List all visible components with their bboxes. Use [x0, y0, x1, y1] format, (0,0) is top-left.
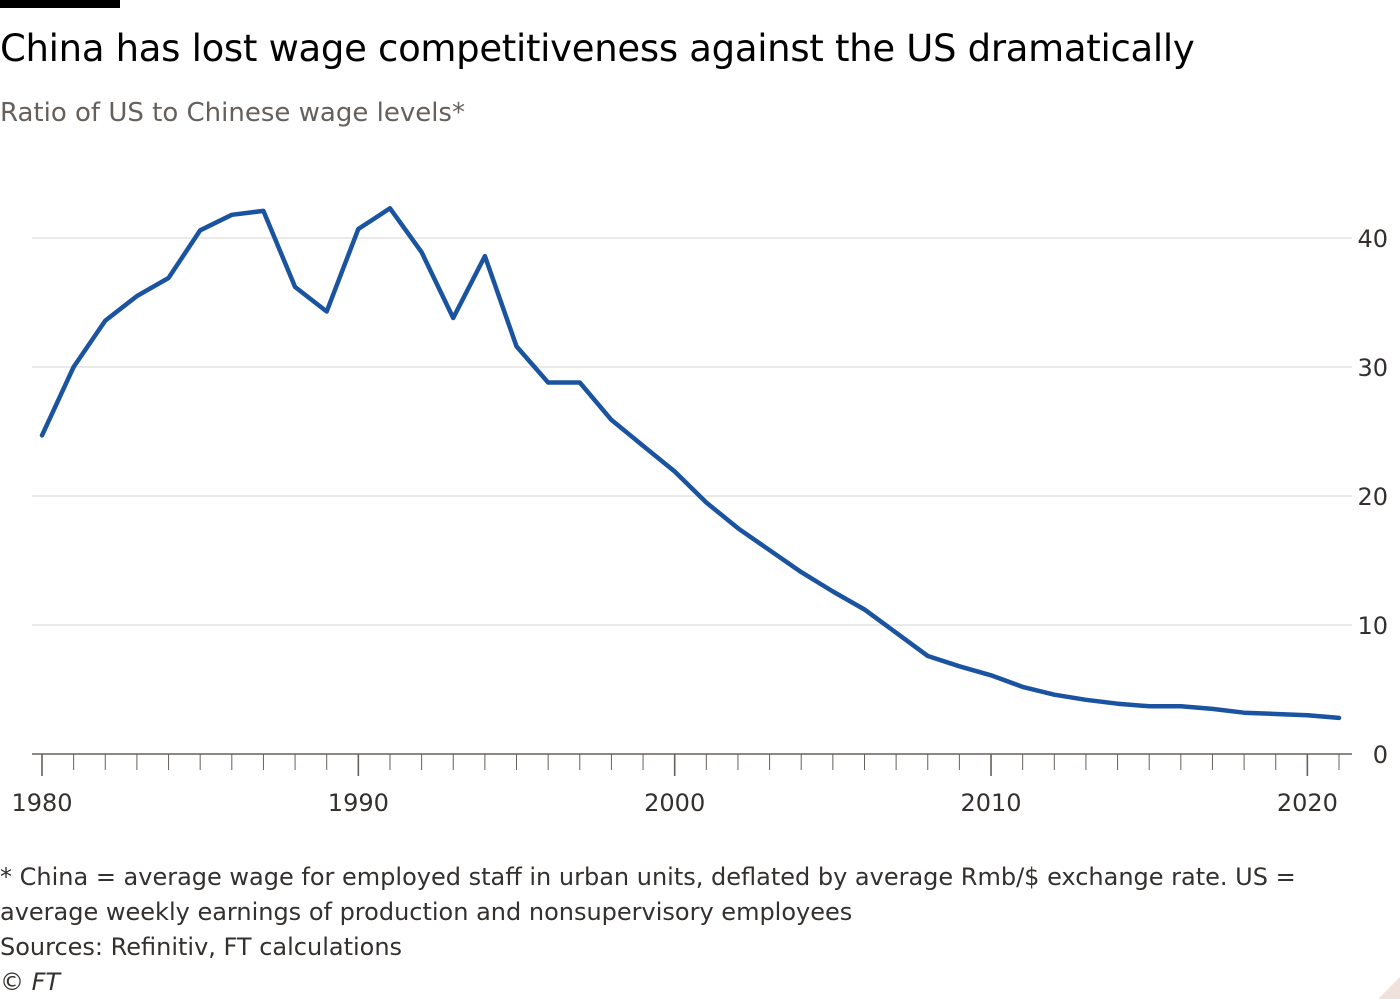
x-axis: [32, 753, 1352, 776]
data-point: [356, 227, 360, 231]
footnote-line-2: average weekly earnings of production an…: [0, 898, 853, 926]
data-point: [1242, 711, 1246, 715]
y-axis: 0 10 20 30 40: [1357, 225, 1388, 769]
x-tick-label: 1980: [11, 789, 72, 817]
copyright: © FT: [0, 968, 61, 996]
data-point: [261, 209, 265, 213]
data-point: [894, 631, 898, 635]
data-point: [1084, 698, 1088, 702]
line-chart: 0 10 20 30 40 1980 1990 2000 2010 2020: [11, 206, 1388, 817]
gridlines: [32, 237, 1352, 626]
data-point: [546, 380, 550, 384]
data-point: [736, 526, 740, 530]
x-tick-label: 2010: [960, 789, 1021, 817]
data-point: [230, 213, 234, 217]
data-point: [672, 469, 676, 473]
data-point: [831, 589, 835, 593]
data-point: [293, 285, 297, 289]
series-line-0: [39, 206, 1342, 721]
data-point: [1147, 704, 1151, 708]
data-point: [388, 206, 392, 210]
data-point: [989, 673, 993, 677]
data-point: [198, 228, 202, 232]
data-point: [578, 380, 582, 384]
data-point: [166, 276, 170, 280]
data-point: [40, 433, 44, 437]
footnote: * China = average wage for employed staf…: [0, 860, 1380, 965]
data-point: [1115, 701, 1119, 705]
data-point: [704, 500, 708, 504]
data-point: [103, 318, 107, 322]
data-point: [1305, 713, 1309, 717]
y-tick-label: 30: [1357, 354, 1388, 382]
data-point: [1052, 692, 1056, 696]
footnote-line-1: * China = average wage for employed staf…: [0, 863, 1296, 891]
x-tick-label: 1990: [328, 789, 389, 817]
data-point: [1274, 712, 1278, 716]
data-point: [862, 607, 866, 611]
data-point: [483, 254, 487, 258]
data-point: [641, 443, 645, 447]
x-tick-label: 2000: [644, 789, 705, 817]
data-point: [1179, 704, 1183, 708]
x-tick-labels: 1980 1990 2000 2010 2020: [11, 789, 1337, 817]
sources-line: Sources: Refinitiv, FT calculations: [0, 933, 403, 961]
data-point: [71, 365, 75, 369]
data-point: [957, 664, 961, 668]
y-tick-label: 0: [1373, 741, 1388, 769]
data-point: [419, 250, 423, 254]
chart-subtitle: Ratio of US to Chinese wage levels*: [0, 98, 465, 128]
data-point: [926, 654, 930, 658]
data-point: [609, 418, 613, 422]
data-point: [1020, 685, 1024, 689]
data-point: [514, 344, 518, 348]
chart-title: China has lost wage competitiveness agai…: [0, 27, 1195, 70]
data-point: [799, 570, 803, 574]
corner-mark: [1378, 977, 1400, 999]
ft-brand-bar: [0, 0, 120, 8]
y-tick-label: 20: [1357, 483, 1388, 511]
data-point: [1337, 716, 1341, 720]
y-tick-label: 10: [1357, 612, 1388, 640]
y-tick-label: 40: [1357, 225, 1388, 253]
x-tick-label: 2020: [1277, 789, 1338, 817]
data-point: [451, 316, 455, 320]
data-point: [325, 309, 329, 313]
series-layer: [39, 206, 1342, 721]
data-point: [1210, 707, 1214, 711]
data-point: [135, 294, 139, 298]
data-point: [767, 548, 771, 552]
